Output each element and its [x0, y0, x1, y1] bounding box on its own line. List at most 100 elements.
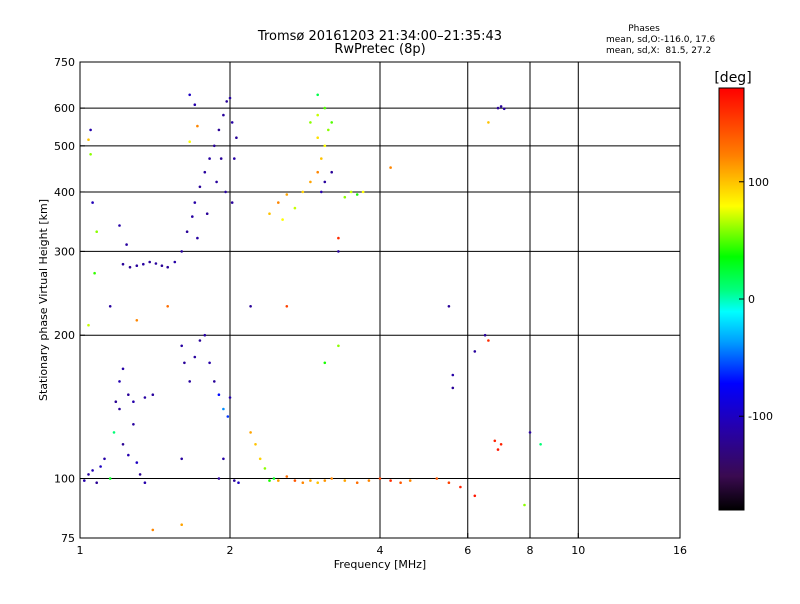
data-point: [447, 481, 451, 485]
data-point: [132, 400, 135, 404]
data-point: [230, 121, 234, 124]
data-point: [301, 481, 305, 485]
x-tick-label: 6: [464, 544, 471, 557]
data-point: [309, 121, 312, 124]
data-point: [435, 477, 439, 480]
data-point: [95, 230, 98, 233]
data-point: [487, 121, 490, 124]
data-point: [268, 479, 271, 482]
y-tick-label: 100: [54, 473, 75, 486]
data-point: [128, 265, 132, 269]
data-point: [233, 157, 236, 160]
data-point: [285, 193, 289, 196]
data-point: [118, 407, 121, 411]
data-point: [191, 215, 194, 218]
y-tick-label: 300: [54, 245, 75, 258]
data-point: [523, 503, 526, 507]
colorbar-tick-label: -100: [748, 410, 773, 423]
phase-stats-x: mean, sd,X: 81.5, 27.2: [606, 46, 711, 56]
data-point: [83, 479, 86, 482]
data-point: [89, 153, 92, 156]
data-point: [451, 373, 455, 377]
data-point: [451, 386, 455, 390]
data-point: [349, 190, 353, 194]
data-point: [493, 439, 497, 443]
data-point: [114, 400, 118, 404]
data-point: [99, 465, 102, 468]
data-point: [343, 195, 347, 199]
y-tick-label: 600: [54, 102, 75, 115]
data-point: [138, 473, 142, 476]
y-axis-ticks: 75 100 200 300 400 500 600 750: [54, 56, 85, 545]
data-point: [87, 138, 90, 141]
data-point: [193, 201, 197, 204]
x-tick-label: 4: [377, 544, 384, 557]
data-point: [408, 479, 412, 482]
data-point: [112, 431, 116, 434]
data-point: [272, 477, 276, 480]
data-point: [148, 260, 151, 264]
data-point: [323, 479, 327, 482]
data-point: [228, 96, 232, 100]
data-point: [151, 393, 155, 397]
data-point: [235, 136, 238, 139]
x-axis-label: Frequency [MHz]: [334, 558, 426, 571]
colorbar-label: [deg]: [714, 70, 751, 86]
data-point: [233, 479, 236, 482]
data-point: [330, 477, 334, 480]
data-point: [217, 128, 221, 132]
data-point: [496, 106, 500, 110]
data-point: [118, 380, 121, 383]
data-point: [249, 305, 252, 308]
data-point: [539, 443, 542, 446]
data-point: [316, 136, 320, 139]
data-point: [293, 206, 297, 210]
data-point: [343, 479, 347, 482]
data-point: [217, 477, 221, 480]
data-point: [316, 93, 320, 97]
y-tick-label: 200: [54, 329, 75, 342]
data-point: [166, 265, 169, 269]
data-point: [193, 355, 197, 359]
data-point: [487, 339, 490, 342]
data-point: [121, 443, 125, 446]
data-point: [198, 339, 202, 342]
data-point: [228, 396, 232, 399]
y-tick-label: 750: [54, 56, 75, 69]
data-point: [496, 448, 500, 451]
data-point: [361, 190, 365, 194]
data-point: [483, 333, 487, 337]
data-point: [237, 481, 240, 485]
data-point: [301, 190, 305, 194]
data-point: [378, 477, 382, 480]
data-point: [205, 212, 209, 215]
data-point: [499, 443, 503, 446]
data-point: [166, 305, 169, 308]
data-point: [222, 457, 225, 461]
data-point: [337, 236, 340, 240]
data-point: [473, 350, 477, 353]
data-point: [447, 305, 451, 308]
data-point: [399, 481, 402, 485]
data-point: [213, 380, 216, 383]
data-point: [268, 212, 271, 215]
data-point: [118, 224, 121, 227]
y-tick-label: 400: [54, 186, 75, 199]
chart-title: Tromsø 20161203 21:34:00–21:35:43: [257, 29, 502, 44]
x-tick-label: 10: [571, 544, 585, 557]
data-points: [83, 93, 542, 532]
data-point: [135, 264, 139, 268]
data-point: [499, 105, 503, 108]
data-point: [226, 415, 230, 418]
data-point: [316, 170, 320, 174]
data-point: [222, 407, 225, 411]
data-point: [196, 236, 199, 240]
data-point: [154, 262, 158, 265]
data-point: [249, 431, 252, 434]
x-tick-label: 2: [227, 544, 234, 557]
data-point: [108, 305, 112, 308]
y-tick-label: 500: [54, 140, 75, 153]
data-point: [188, 380, 191, 383]
data-point: [103, 457, 106, 461]
